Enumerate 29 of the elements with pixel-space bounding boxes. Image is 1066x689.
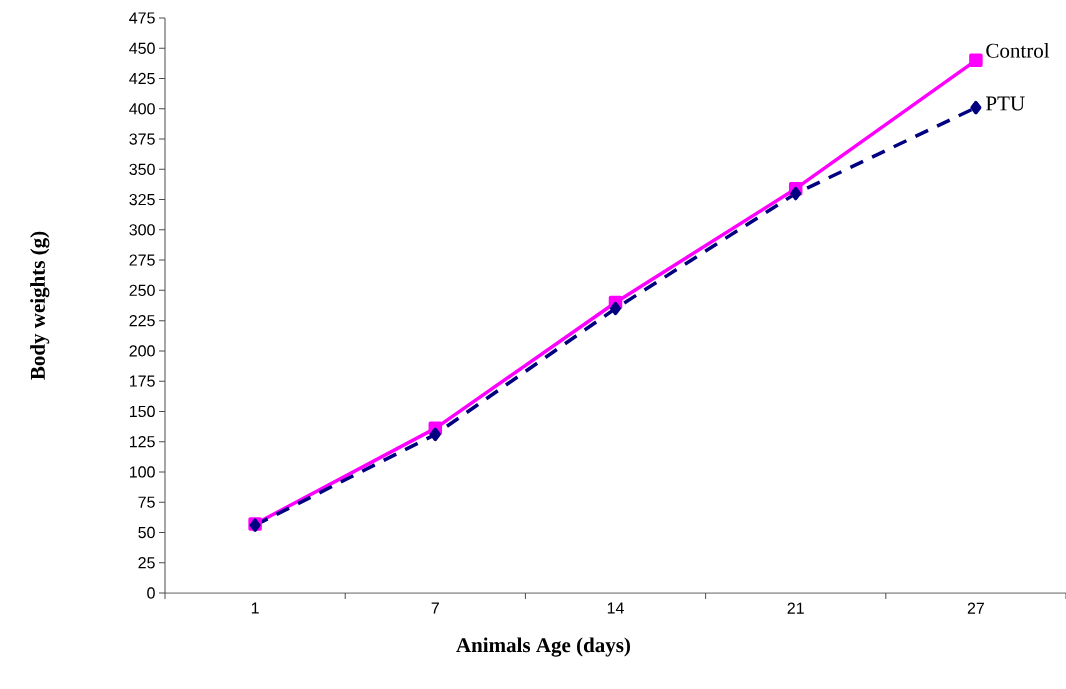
y-tick-label: 400 (129, 103, 155, 115)
y-tick-label: 425 (129, 72, 155, 85)
x-tick-label: 1 (251, 602, 259, 614)
x-axis-title: Animals Age (days) (456, 637, 630, 657)
x-tick-label: 14 (607, 602, 624, 614)
y-tick-label: 250 (129, 284, 155, 297)
y-tick-label: 175 (130, 375, 155, 387)
y-tick-label: 300 (129, 224, 155, 236)
y-tick-label: 375 (129, 133, 155, 145)
y-tick-label: 125 (130, 436, 155, 448)
y-axis-title: Body weights (g) (30, 231, 50, 380)
x-tick-label: 21 (787, 602, 804, 614)
y-tick-label: 150 (130, 405, 155, 418)
y-tick-label: 0 (147, 587, 155, 599)
y-tick-label: 325 (129, 193, 155, 206)
y-tick-label: 350 (129, 163, 155, 175)
y-tick-label: 25 (138, 557, 155, 569)
series-label: Control (986, 42, 1050, 58)
x-tick-label: 7 (431, 602, 439, 614)
y-tick-label: 50 (138, 526, 155, 539)
y-tick-label: 475 (129, 12, 155, 24)
y-tick-label: 200 (129, 345, 155, 357)
series-label: PTU (986, 96, 1025, 111)
x-tick-label: 27 (967, 602, 984, 614)
y-tick-label: 100 (130, 466, 155, 478)
y-tick-label: 75 (138, 496, 155, 508)
y-tick-label: 225 (129, 314, 155, 327)
y-tick-label: 275 (129, 254, 155, 266)
y-tick-label: 450 (129, 42, 155, 54)
